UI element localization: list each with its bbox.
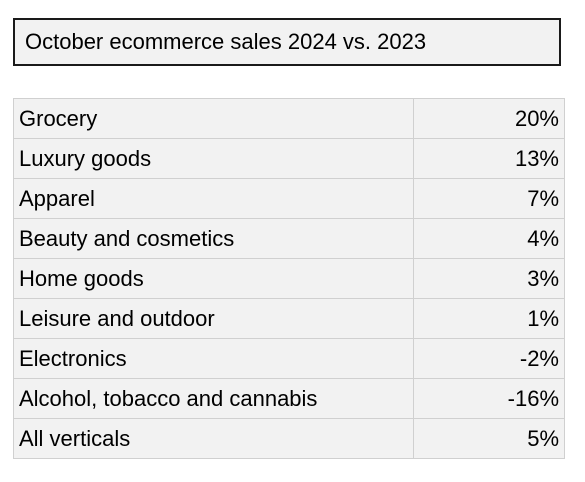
category-cell: All verticals <box>13 418 414 459</box>
table-row: Apparel 7% <box>13 178 565 219</box>
table-row: Leisure and outdoor 1% <box>13 298 565 339</box>
table-row: Alcohol, tobacco and cannabis -16% <box>13 378 565 419</box>
data-table: Grocery 20% Luxury goods 13% Apparel 7% … <box>13 98 565 459</box>
value-cell: 4% <box>413 218 565 259</box>
value-cell: 3% <box>413 258 565 299</box>
category-cell: Leisure and outdoor <box>13 298 414 339</box>
table-row: Home goods 3% <box>13 258 565 299</box>
category-cell: Alcohol, tobacco and cannabis <box>13 378 414 419</box>
category-cell: Home goods <box>13 258 414 299</box>
category-cell: Grocery <box>13 98 414 139</box>
value-cell: 5% <box>413 418 565 459</box>
value-cell: -2% <box>413 338 565 379</box>
value-cell: 1% <box>413 298 565 339</box>
value-cell: 7% <box>413 178 565 219</box>
category-cell: Electronics <box>13 338 414 379</box>
table-row: Beauty and cosmetics 4% <box>13 218 565 259</box>
chart-title: October ecommerce sales 2024 vs. 2023 <box>13 18 561 66</box>
value-cell: 20% <box>413 98 565 139</box>
table-row: Luxury goods 13% <box>13 138 565 179</box>
category-cell: Luxury goods <box>13 138 414 179</box>
table-row: Grocery 20% <box>13 98 565 139</box>
category-cell: Beauty and cosmetics <box>13 218 414 259</box>
table-row-total: All verticals 5% <box>13 418 565 459</box>
value-cell: -16% <box>413 378 565 419</box>
table-row: Electronics -2% <box>13 338 565 379</box>
value-cell: 13% <box>413 138 565 179</box>
category-cell: Apparel <box>13 178 414 219</box>
